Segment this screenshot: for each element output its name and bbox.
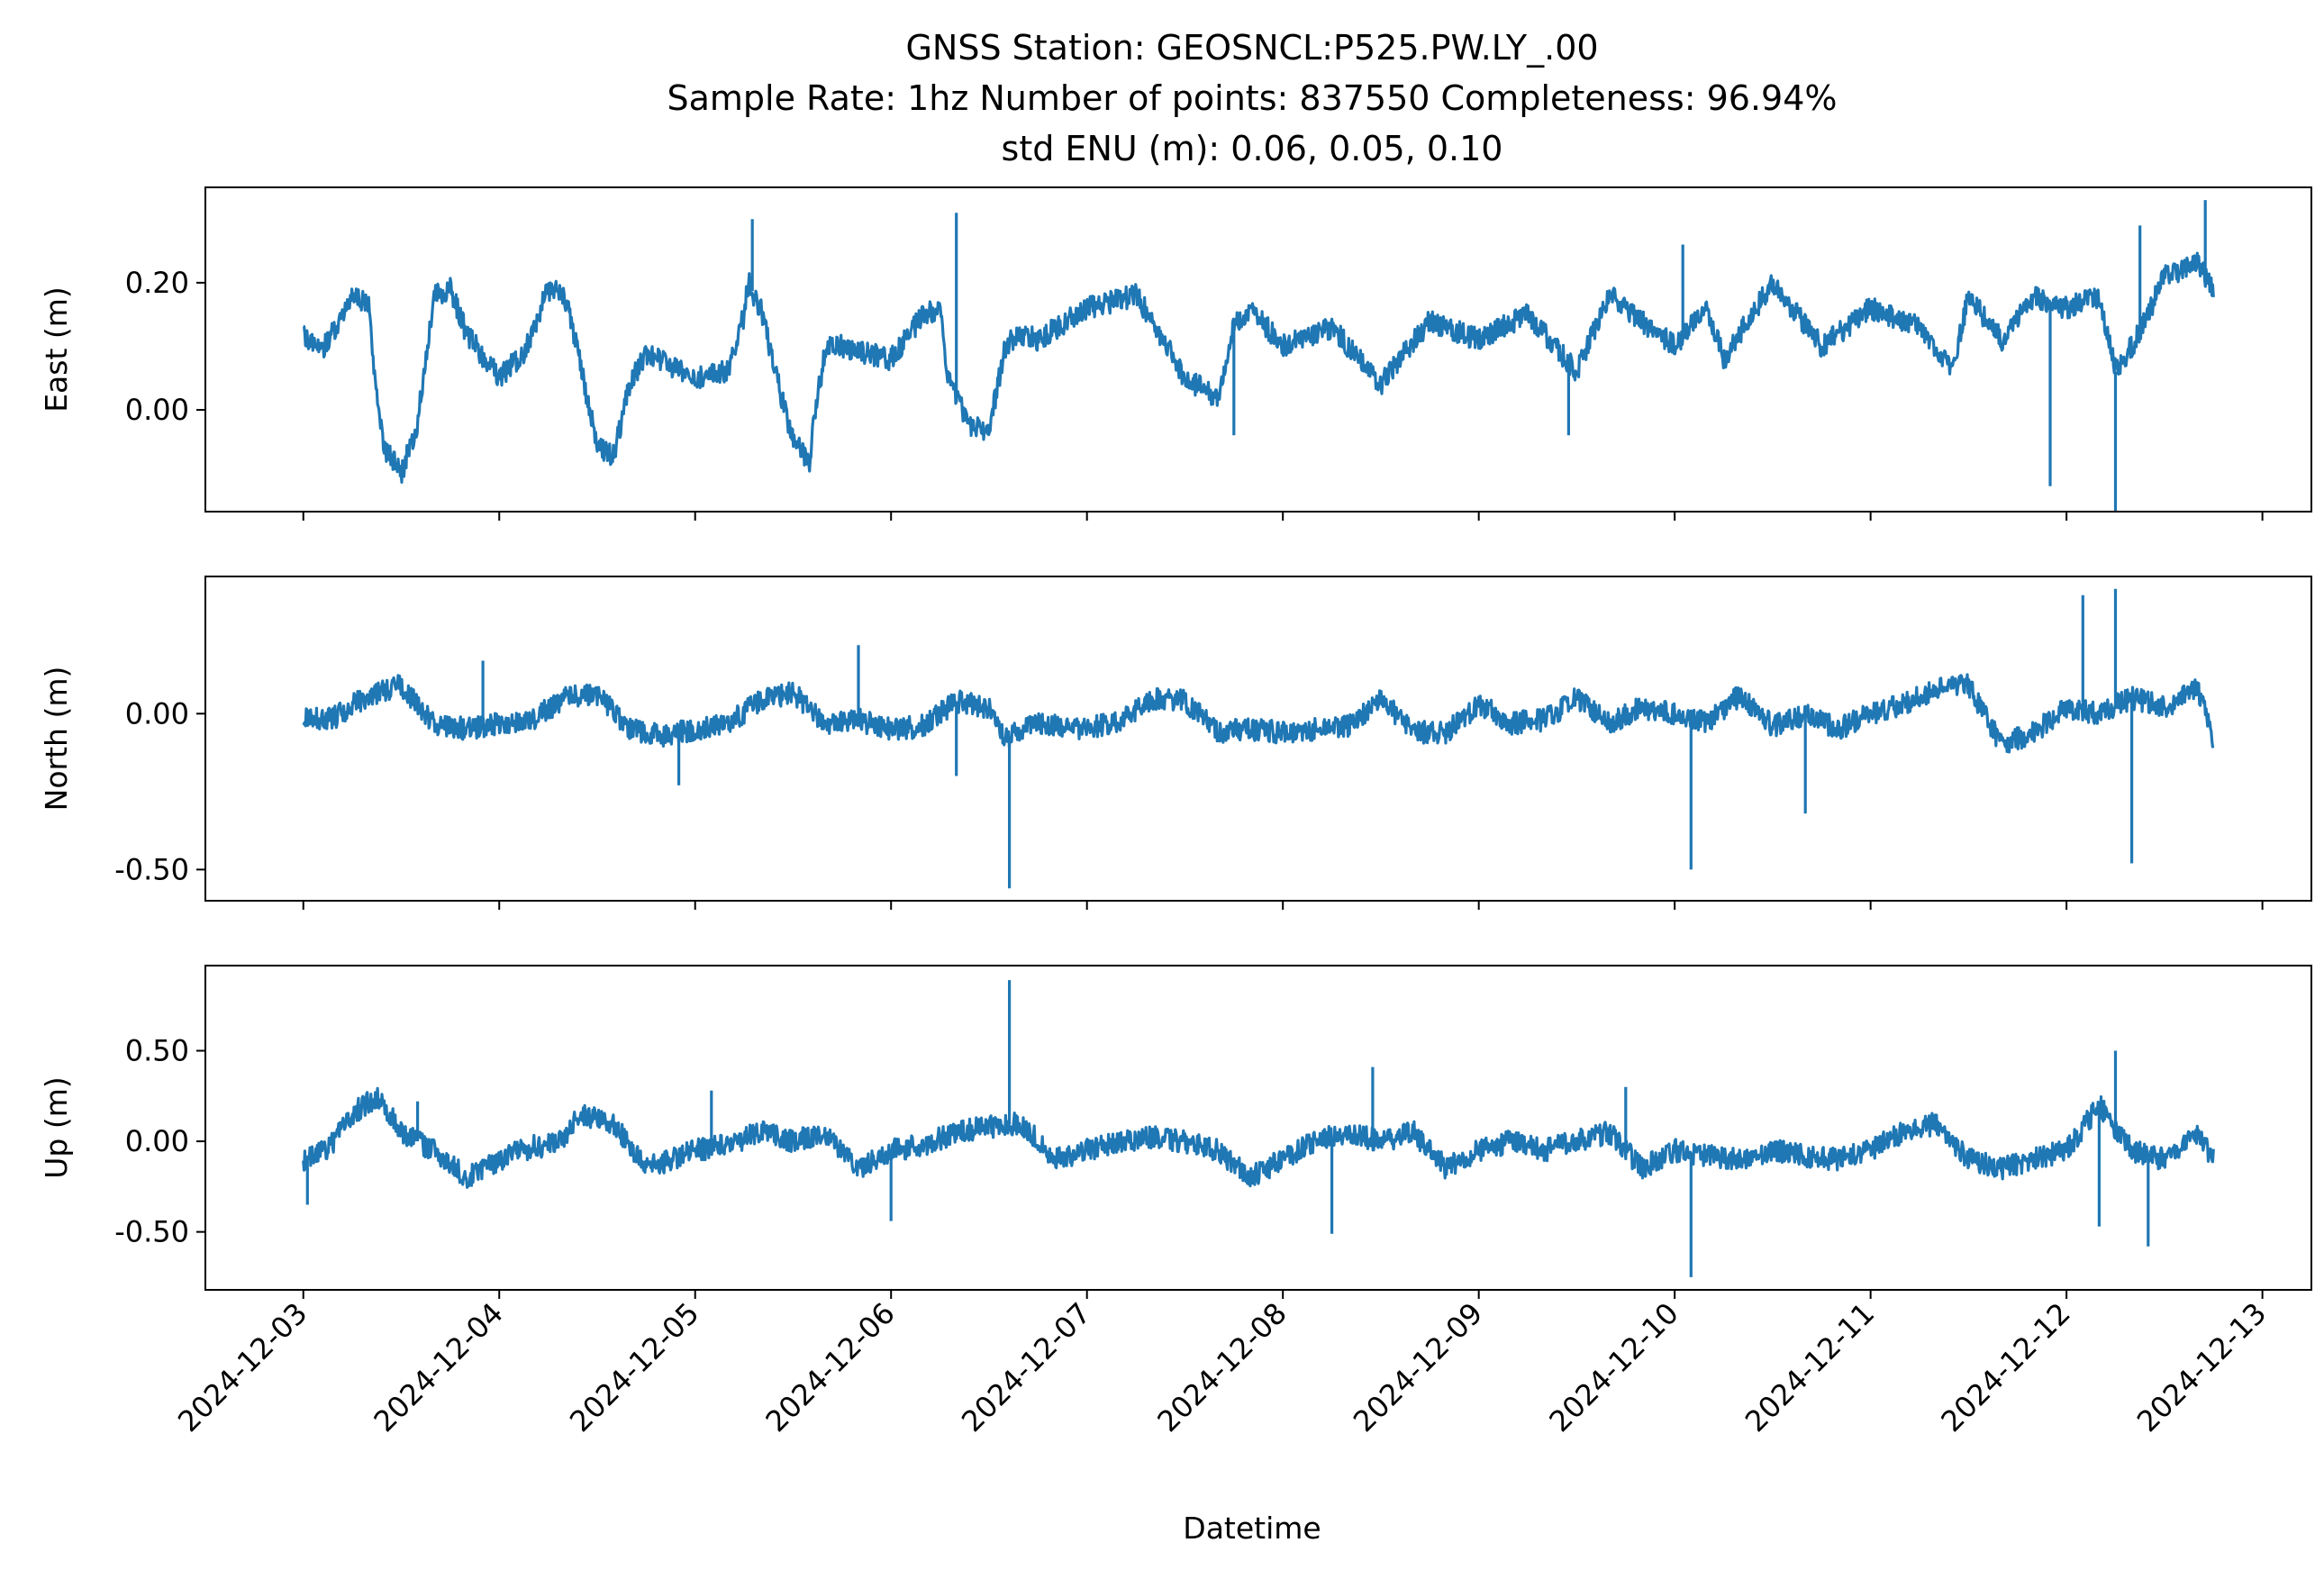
- x-axis-label: Datetime: [1183, 1511, 1321, 1546]
- north-ytick-label: 0.00: [125, 696, 189, 731]
- north-ytick-label: -0.50: [114, 852, 189, 886]
- up-y-axis-label: Up (m): [39, 1076, 74, 1179]
- up-ytick-label: 0.00: [125, 1124, 189, 1158]
- east-axes-frame: [204, 186, 2312, 513]
- up-series-line: [302, 980, 2215, 1277]
- up-ytick-label: -0.50: [114, 1215, 189, 1249]
- figure-title-line-2: Sample Rate: 1hz Number of points: 83755…: [667, 78, 1838, 118]
- up-ytick-label: 0.50: [125, 1034, 189, 1068]
- east-y-axis-label: East (m): [39, 286, 74, 413]
- figure-title-line-3: std ENU (m): 0.06, 0.05, 0.10: [1002, 129, 1503, 168]
- up-axes-frame: [204, 965, 2312, 1291]
- east-panel: 0.00 0.20 East (m): [39, 186, 2312, 521]
- north-axes-frame: [204, 576, 2312, 902]
- north-panel: -0.50 0.00 North (m): [39, 576, 2312, 910]
- east-ytick-label: 0.00: [125, 393, 189, 427]
- east-ytick-label: 0.20: [125, 266, 189, 300]
- figure-title-line-1: GNSS Station: GEOSNCL:P525.PW.LY_.00: [905, 28, 1598, 68]
- north-y-axis-label: North (m): [39, 667, 74, 812]
- north-series-line: [302, 588, 2215, 889]
- east-series-line: [303, 200, 2215, 512]
